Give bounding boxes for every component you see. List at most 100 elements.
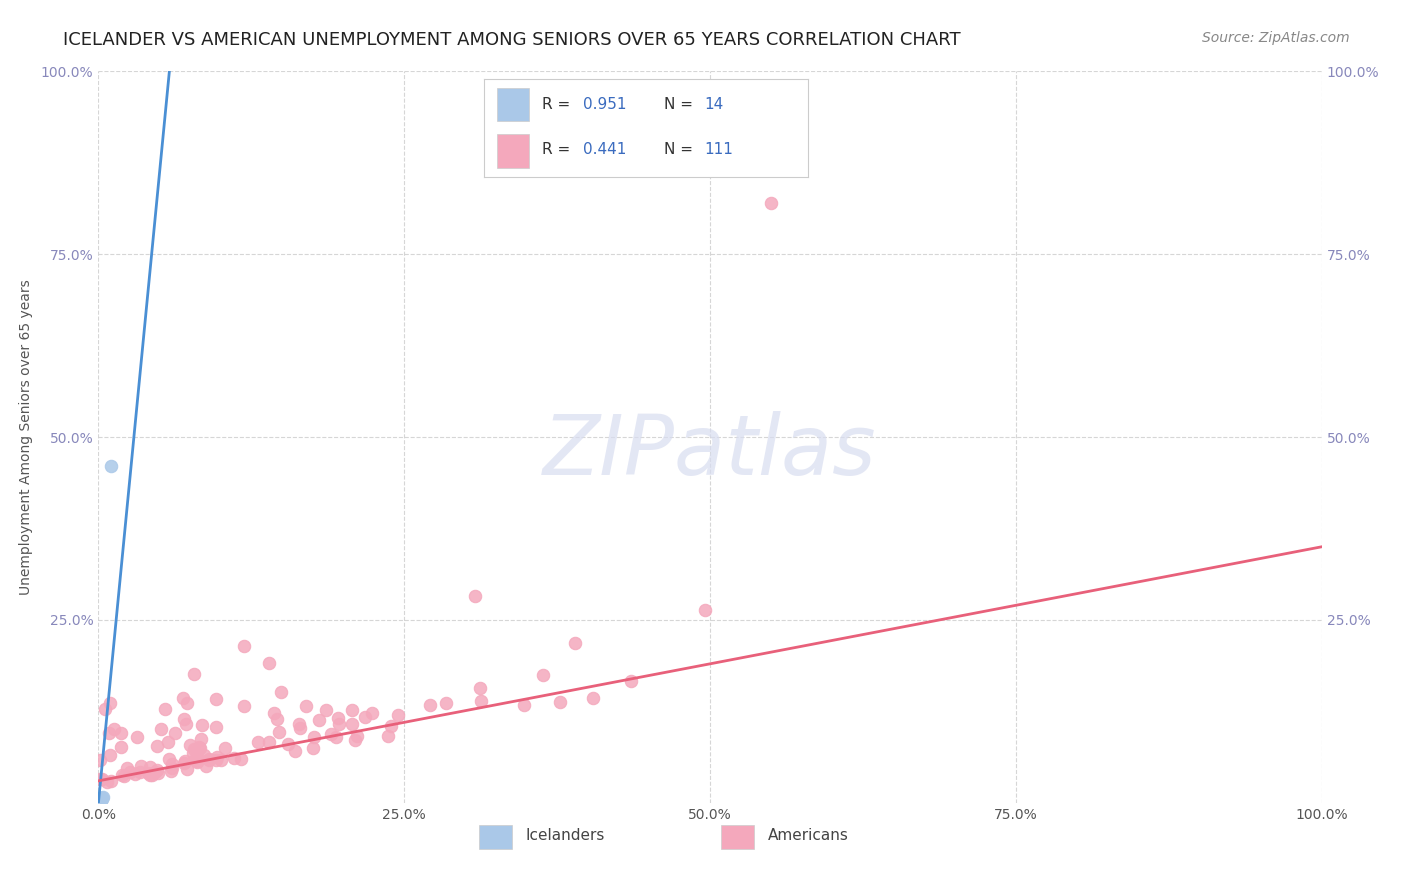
Point: [129, 759, 152, 773]
Point: [141, 767, 163, 781]
Point: [343, 733, 366, 747]
Point: [263, 706, 285, 720]
Point: [183, 667, 205, 681]
Point: [259, 656, 281, 670]
Point: [190, 731, 212, 746]
Point: [176, 762, 198, 776]
Point: [90, 792, 112, 806]
Point: [434, 696, 457, 710]
Point: [380, 719, 402, 733]
Point: [176, 696, 198, 710]
Point: [233, 699, 256, 714]
Point: [156, 735, 179, 749]
Point: [231, 752, 253, 766]
Text: Source: ZipAtlas.com: Source: ZipAtlas.com: [1202, 31, 1350, 45]
Point: [533, 668, 555, 682]
Point: [91, 791, 114, 805]
Point: [377, 729, 399, 743]
Point: [308, 713, 330, 727]
Point: [548, 695, 571, 709]
Point: [110, 726, 132, 740]
Point: [139, 760, 162, 774]
Point: [98, 747, 121, 762]
Point: [112, 769, 135, 783]
Point: [98, 726, 121, 740]
Point: [266, 712, 288, 726]
Point: [468, 681, 491, 695]
Point: [179, 738, 201, 752]
Point: [181, 747, 204, 761]
Point: [582, 691, 605, 706]
Point: [172, 691, 194, 706]
Point: [174, 717, 197, 731]
Point: [91, 772, 114, 786]
Point: [129, 764, 152, 779]
Point: [247, 735, 270, 749]
Point: [315, 703, 337, 717]
Point: [233, 639, 256, 653]
Point: [91, 789, 114, 804]
Point: [98, 696, 121, 710]
Point: [90, 792, 112, 806]
Point: [163, 725, 186, 739]
Point: [94, 701, 117, 715]
Point: [120, 765, 142, 780]
Point: [387, 708, 409, 723]
Point: [136, 765, 159, 780]
Point: [464, 589, 486, 603]
Point: [90, 792, 112, 806]
Point: [187, 740, 209, 755]
Point: [110, 739, 132, 754]
Point: [340, 703, 363, 717]
Point: [284, 744, 307, 758]
Text: ICELANDER VS AMERICAN UNEMPLOYMENT AMONG SENIORS OVER 65 YEARS CORRELATION CHART: ICELANDER VS AMERICAN UNEMPLOYMENT AMONG…: [63, 31, 960, 49]
Y-axis label: Unemployment Among Seniors over 65 years: Unemployment Among Seniors over 65 years: [18, 279, 32, 595]
Point: [146, 763, 169, 777]
Point: [160, 762, 183, 776]
Point: [288, 716, 311, 731]
Point: [269, 725, 291, 739]
Point: [209, 753, 232, 767]
Point: [290, 721, 312, 735]
Point: [89, 753, 111, 767]
Point: [340, 717, 363, 731]
Point: [91, 791, 114, 805]
Point: [695, 603, 717, 617]
Point: [89, 792, 111, 806]
Point: [564, 636, 586, 650]
Point: [277, 738, 299, 752]
Point: [205, 720, 228, 734]
Point: [214, 741, 236, 756]
Point: [91, 792, 114, 806]
Point: [326, 710, 349, 724]
Point: [620, 674, 643, 689]
Point: [146, 739, 169, 753]
Point: [321, 727, 343, 741]
Point: [328, 717, 350, 731]
Point: [186, 751, 208, 765]
Point: [111, 767, 134, 781]
Point: [173, 712, 195, 726]
Point: [194, 758, 217, 772]
Point: [361, 706, 384, 720]
Point: [155, 702, 177, 716]
Point: [173, 756, 195, 771]
Point: [96, 775, 118, 789]
Point: [354, 710, 377, 724]
Point: [148, 765, 170, 780]
Point: [190, 718, 212, 732]
Point: [294, 699, 316, 714]
Point: [174, 754, 197, 768]
Point: [162, 756, 184, 771]
Point: [198, 752, 221, 766]
Point: [149, 722, 172, 736]
Point: [115, 761, 138, 775]
Text: ZIPatlas: ZIPatlas: [543, 411, 877, 492]
Point: [186, 748, 208, 763]
Point: [302, 741, 325, 756]
Point: [270, 685, 292, 699]
Point: [124, 766, 146, 780]
Point: [91, 791, 114, 805]
Point: [257, 735, 280, 749]
Point: [302, 731, 325, 745]
